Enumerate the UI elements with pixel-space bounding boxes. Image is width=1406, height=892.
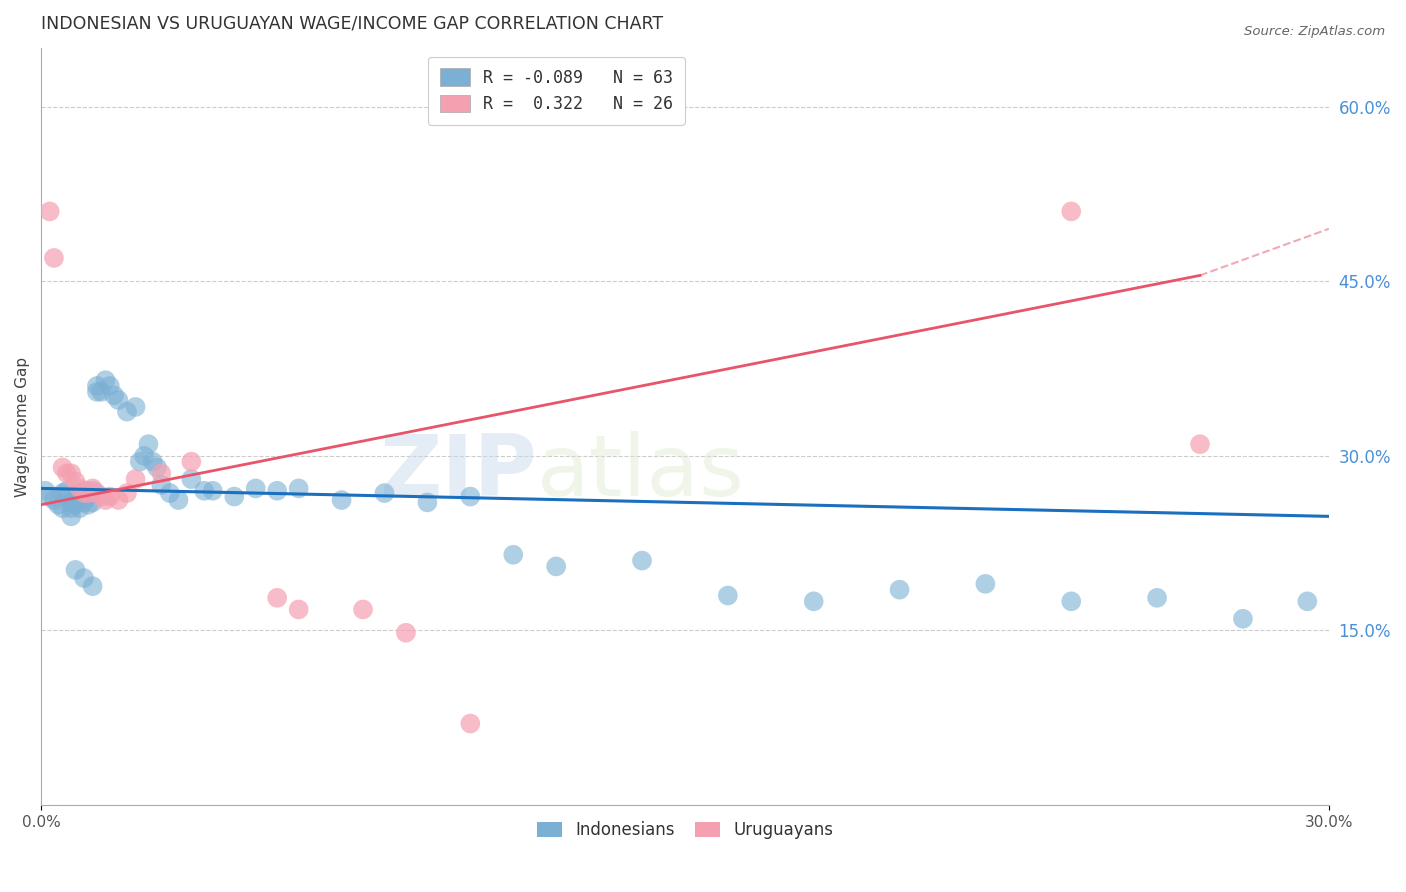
Point: [65, 475, 87, 489]
Point: [103, 388, 125, 402]
Point: [60, 509, 83, 524]
Point: [65, 498, 87, 512]
Point: [82, 495, 104, 509]
Point: [128, 455, 150, 469]
Point: [86, 486, 108, 500]
Point: [34, 483, 56, 498]
Point: [134, 449, 156, 463]
Point: [86, 384, 108, 399]
Point: [69, 486, 91, 500]
Point: [115, 404, 138, 418]
Point: [330, 493, 353, 508]
Point: [180, 455, 202, 469]
Point: [631, 553, 654, 567]
Point: [98, 490, 121, 504]
Point: [502, 548, 524, 562]
Point: [373, 486, 395, 500]
Y-axis label: Wage/Income Gap: Wage/Income Gap: [15, 357, 30, 497]
Point: [42, 251, 65, 265]
Point: [73, 483, 96, 498]
Point: [1188, 437, 1211, 451]
Point: [77, 486, 100, 500]
Point: [38, 490, 60, 504]
Text: ZIP: ZIP: [380, 431, 537, 514]
Point: [1296, 594, 1319, 608]
Point: [98, 379, 121, 393]
Point: [60, 467, 83, 481]
Point: [1146, 591, 1168, 605]
Point: [889, 582, 911, 597]
Text: Source: ZipAtlas.com: Source: ZipAtlas.com: [1244, 25, 1385, 38]
Point: [201, 483, 224, 498]
Point: [52, 501, 75, 516]
Point: [803, 594, 825, 608]
Point: [107, 392, 129, 407]
Point: [69, 482, 91, 496]
Point: [56, 467, 79, 481]
Point: [546, 559, 568, 574]
Point: [416, 495, 439, 509]
Point: [266, 591, 288, 605]
Point: [73, 495, 96, 509]
Point: [42, 493, 65, 508]
Point: [52, 460, 75, 475]
Legend: Indonesians, Uruguayans: Indonesians, Uruguayans: [530, 814, 839, 846]
Point: [90, 384, 112, 399]
Point: [150, 467, 173, 481]
Point: [69, 501, 91, 516]
Point: [77, 490, 100, 504]
Point: [94, 493, 117, 508]
Point: [73, 571, 96, 585]
Point: [146, 460, 169, 475]
Point: [460, 490, 482, 504]
Point: [245, 482, 267, 496]
Point: [60, 495, 83, 509]
Point: [287, 482, 309, 496]
Point: [167, 493, 190, 508]
Point: [56, 490, 79, 504]
Point: [352, 602, 374, 616]
Point: [193, 483, 215, 498]
Point: [974, 577, 997, 591]
Point: [138, 437, 160, 451]
Point: [395, 625, 418, 640]
Point: [65, 493, 87, 508]
Point: [287, 602, 309, 616]
Point: [115, 486, 138, 500]
Point: [52, 486, 75, 500]
Point: [180, 472, 202, 486]
Point: [77, 498, 100, 512]
Point: [124, 400, 146, 414]
Point: [86, 379, 108, 393]
Point: [94, 373, 117, 387]
Point: [266, 483, 288, 498]
Point: [46, 498, 69, 512]
Point: [460, 716, 482, 731]
Point: [107, 493, 129, 508]
Text: INDONESIAN VS URUGUAYAN WAGE/INCOME GAP CORRELATION CHART: INDONESIAN VS URUGUAYAN WAGE/INCOME GAP …: [41, 15, 664, 33]
Point: [56, 483, 79, 498]
Point: [60, 501, 83, 516]
Point: [38, 204, 60, 219]
Point: [124, 472, 146, 486]
Point: [1060, 204, 1083, 219]
Point: [82, 482, 104, 496]
Point: [73, 486, 96, 500]
Point: [142, 455, 165, 469]
Point: [1232, 612, 1254, 626]
Point: [150, 478, 173, 492]
Point: [65, 563, 87, 577]
Point: [224, 490, 246, 504]
Point: [82, 483, 104, 498]
Point: [90, 490, 112, 504]
Text: atlas: atlas: [537, 431, 745, 514]
Point: [717, 589, 740, 603]
Point: [1060, 594, 1083, 608]
Point: [159, 486, 181, 500]
Point: [82, 579, 104, 593]
